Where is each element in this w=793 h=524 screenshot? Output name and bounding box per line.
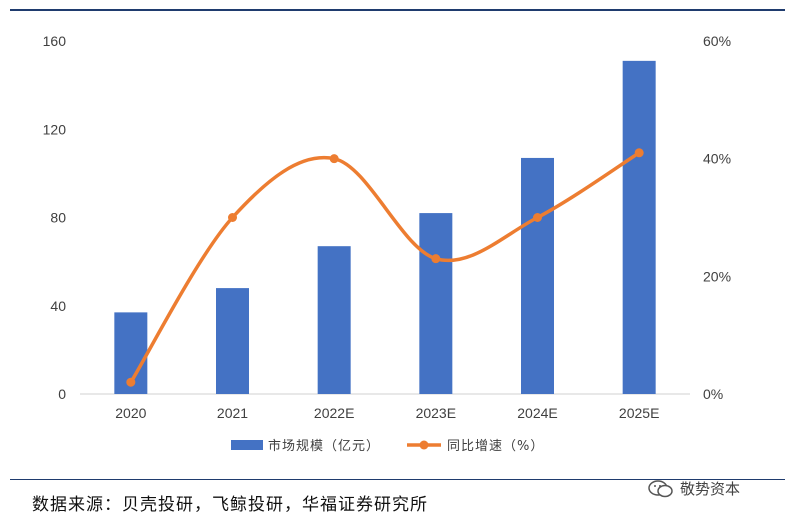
x-tick-label: 2021 (217, 405, 248, 421)
growth-point (126, 377, 136, 387)
y-right-tick-label: 20% (703, 268, 731, 284)
legend-bar-label: 市场规模（亿元） (268, 438, 380, 454)
bar (419, 213, 453, 394)
wechat-icon (648, 479, 673, 497)
y-right-tick-label: 60% (703, 33, 731, 49)
watermark: 敬势资本 (648, 478, 740, 499)
watermark-text: 敬势资本 (680, 480, 741, 498)
bottom-rule (10, 479, 785, 480)
top-rule (10, 9, 785, 11)
legend-line-label: 同比增速（%） (447, 439, 544, 454)
bar (216, 288, 249, 394)
bar (317, 246, 351, 394)
growth-point (228, 213, 237, 222)
x-tick-label: 2022E (314, 405, 354, 421)
y-left-tick-label: 0 (58, 386, 66, 402)
growth-point (634, 148, 644, 158)
growth-line (129, 151, 641, 384)
bar (622, 60, 656, 394)
x-tick-label: 2024E (517, 405, 557, 421)
growth-point (329, 154, 339, 164)
growth-point (533, 213, 542, 222)
y-right-tick-label: 0% (703, 386, 723, 402)
source-note: 数据来源：贝壳投研，飞鲸投研，华福证券研究所 (32, 495, 428, 515)
bar (521, 157, 554, 394)
x-tick-label: 2020 (115, 405, 146, 421)
growth-point (431, 254, 441, 264)
legend-line-marker (419, 440, 429, 450)
legend-bar-swatch (231, 440, 263, 450)
x-tick-label: 2025E (619, 405, 659, 421)
y-right-tick-label: 40% (703, 151, 731, 167)
y-left-tick-label: 80 (50, 210, 66, 226)
y-left-tick-label: 160 (43, 33, 67, 49)
y-left-tick-label: 40 (50, 298, 66, 314)
y-left-tick-label: 120 (43, 121, 67, 137)
x-tick-label: 2023E (416, 405, 456, 421)
